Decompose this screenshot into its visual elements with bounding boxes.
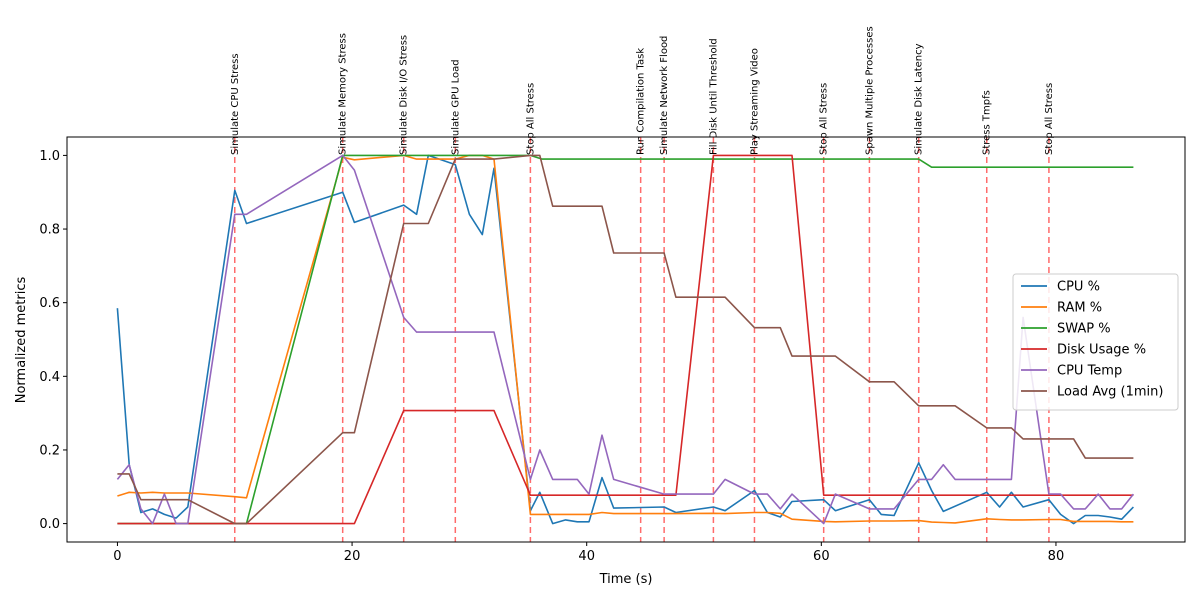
y-axis-title: Normalized metrics: [14, 277, 29, 404]
event-label: Simulate Memory Stress: [338, 33, 349, 155]
event-label: Run Compilation Task: [636, 48, 647, 155]
event-label: Stop All Stress: [1044, 83, 1055, 155]
x-tick-label: 40: [578, 549, 595, 564]
y-axis-ticks: 0.0 0.2 0.4 0.6 0.8 1.0: [39, 149, 67, 532]
legend-label: SWAP %: [1057, 322, 1111, 337]
event-label: Spawn Multiple Processes: [864, 26, 875, 155]
legend-label: Load Avg (1min): [1057, 385, 1163, 400]
series-line: [117, 154, 1134, 525]
series-line: [117, 154, 1134, 525]
series-line: [117, 154, 1134, 524]
y-tick-label: 0.8: [39, 223, 60, 238]
legend-label: CPU Temp: [1057, 364, 1122, 379]
y-tick-label: 0.6: [39, 296, 60, 311]
x-tick-label: 60: [813, 549, 830, 564]
plot-frame: [66, 136, 1186, 543]
event-label: Simulate Disk I/O Stress: [399, 35, 410, 155]
y-tick-label: 0.0: [39, 517, 60, 532]
legend-label: RAM %: [1057, 301, 1102, 316]
x-tick-label: 20: [344, 549, 361, 564]
x-axis-title: Time (s): [599, 572, 653, 587]
event-label: Simulate GPU Load: [450, 59, 461, 155]
event-label: Play Streaming Video: [749, 48, 760, 155]
legend-label: CPU %: [1057, 280, 1100, 295]
y-tick-label: 0.4: [39, 370, 60, 385]
y-tick-label: 1.0: [39, 149, 60, 164]
series-lines: [116, 154, 1135, 525]
event-label: Stress Tmpfs: [982, 90, 993, 155]
x-axis-ticks: 0 20 40 60 80: [113, 542, 1064, 564]
event-label: Stop All Stress: [819, 83, 830, 155]
legend-label: Disk Usage %: [1057, 343, 1146, 358]
x-tick-label: 80: [1048, 549, 1065, 564]
y-tick-label: 0.2: [39, 443, 60, 458]
x-tick-label: 0: [113, 549, 121, 564]
event-markers: Simulate CPU Stress Simulate Memory Stres…: [230, 26, 1055, 542]
legend: CPU % RAM % SWAP % Disk Usage % CPU Temp Load…: [1012, 273, 1179, 411]
event-label: Simulate Network Flood: [659, 36, 670, 155]
event-label: Stop All Stress: [525, 83, 536, 155]
event-label: Fill Disk Until Threshold: [708, 38, 719, 155]
legend-box: [1012, 273, 1179, 411]
event-label: Simulate CPU Stress: [230, 53, 241, 155]
event-label: Simulate Disk Latency: [914, 43, 925, 155]
